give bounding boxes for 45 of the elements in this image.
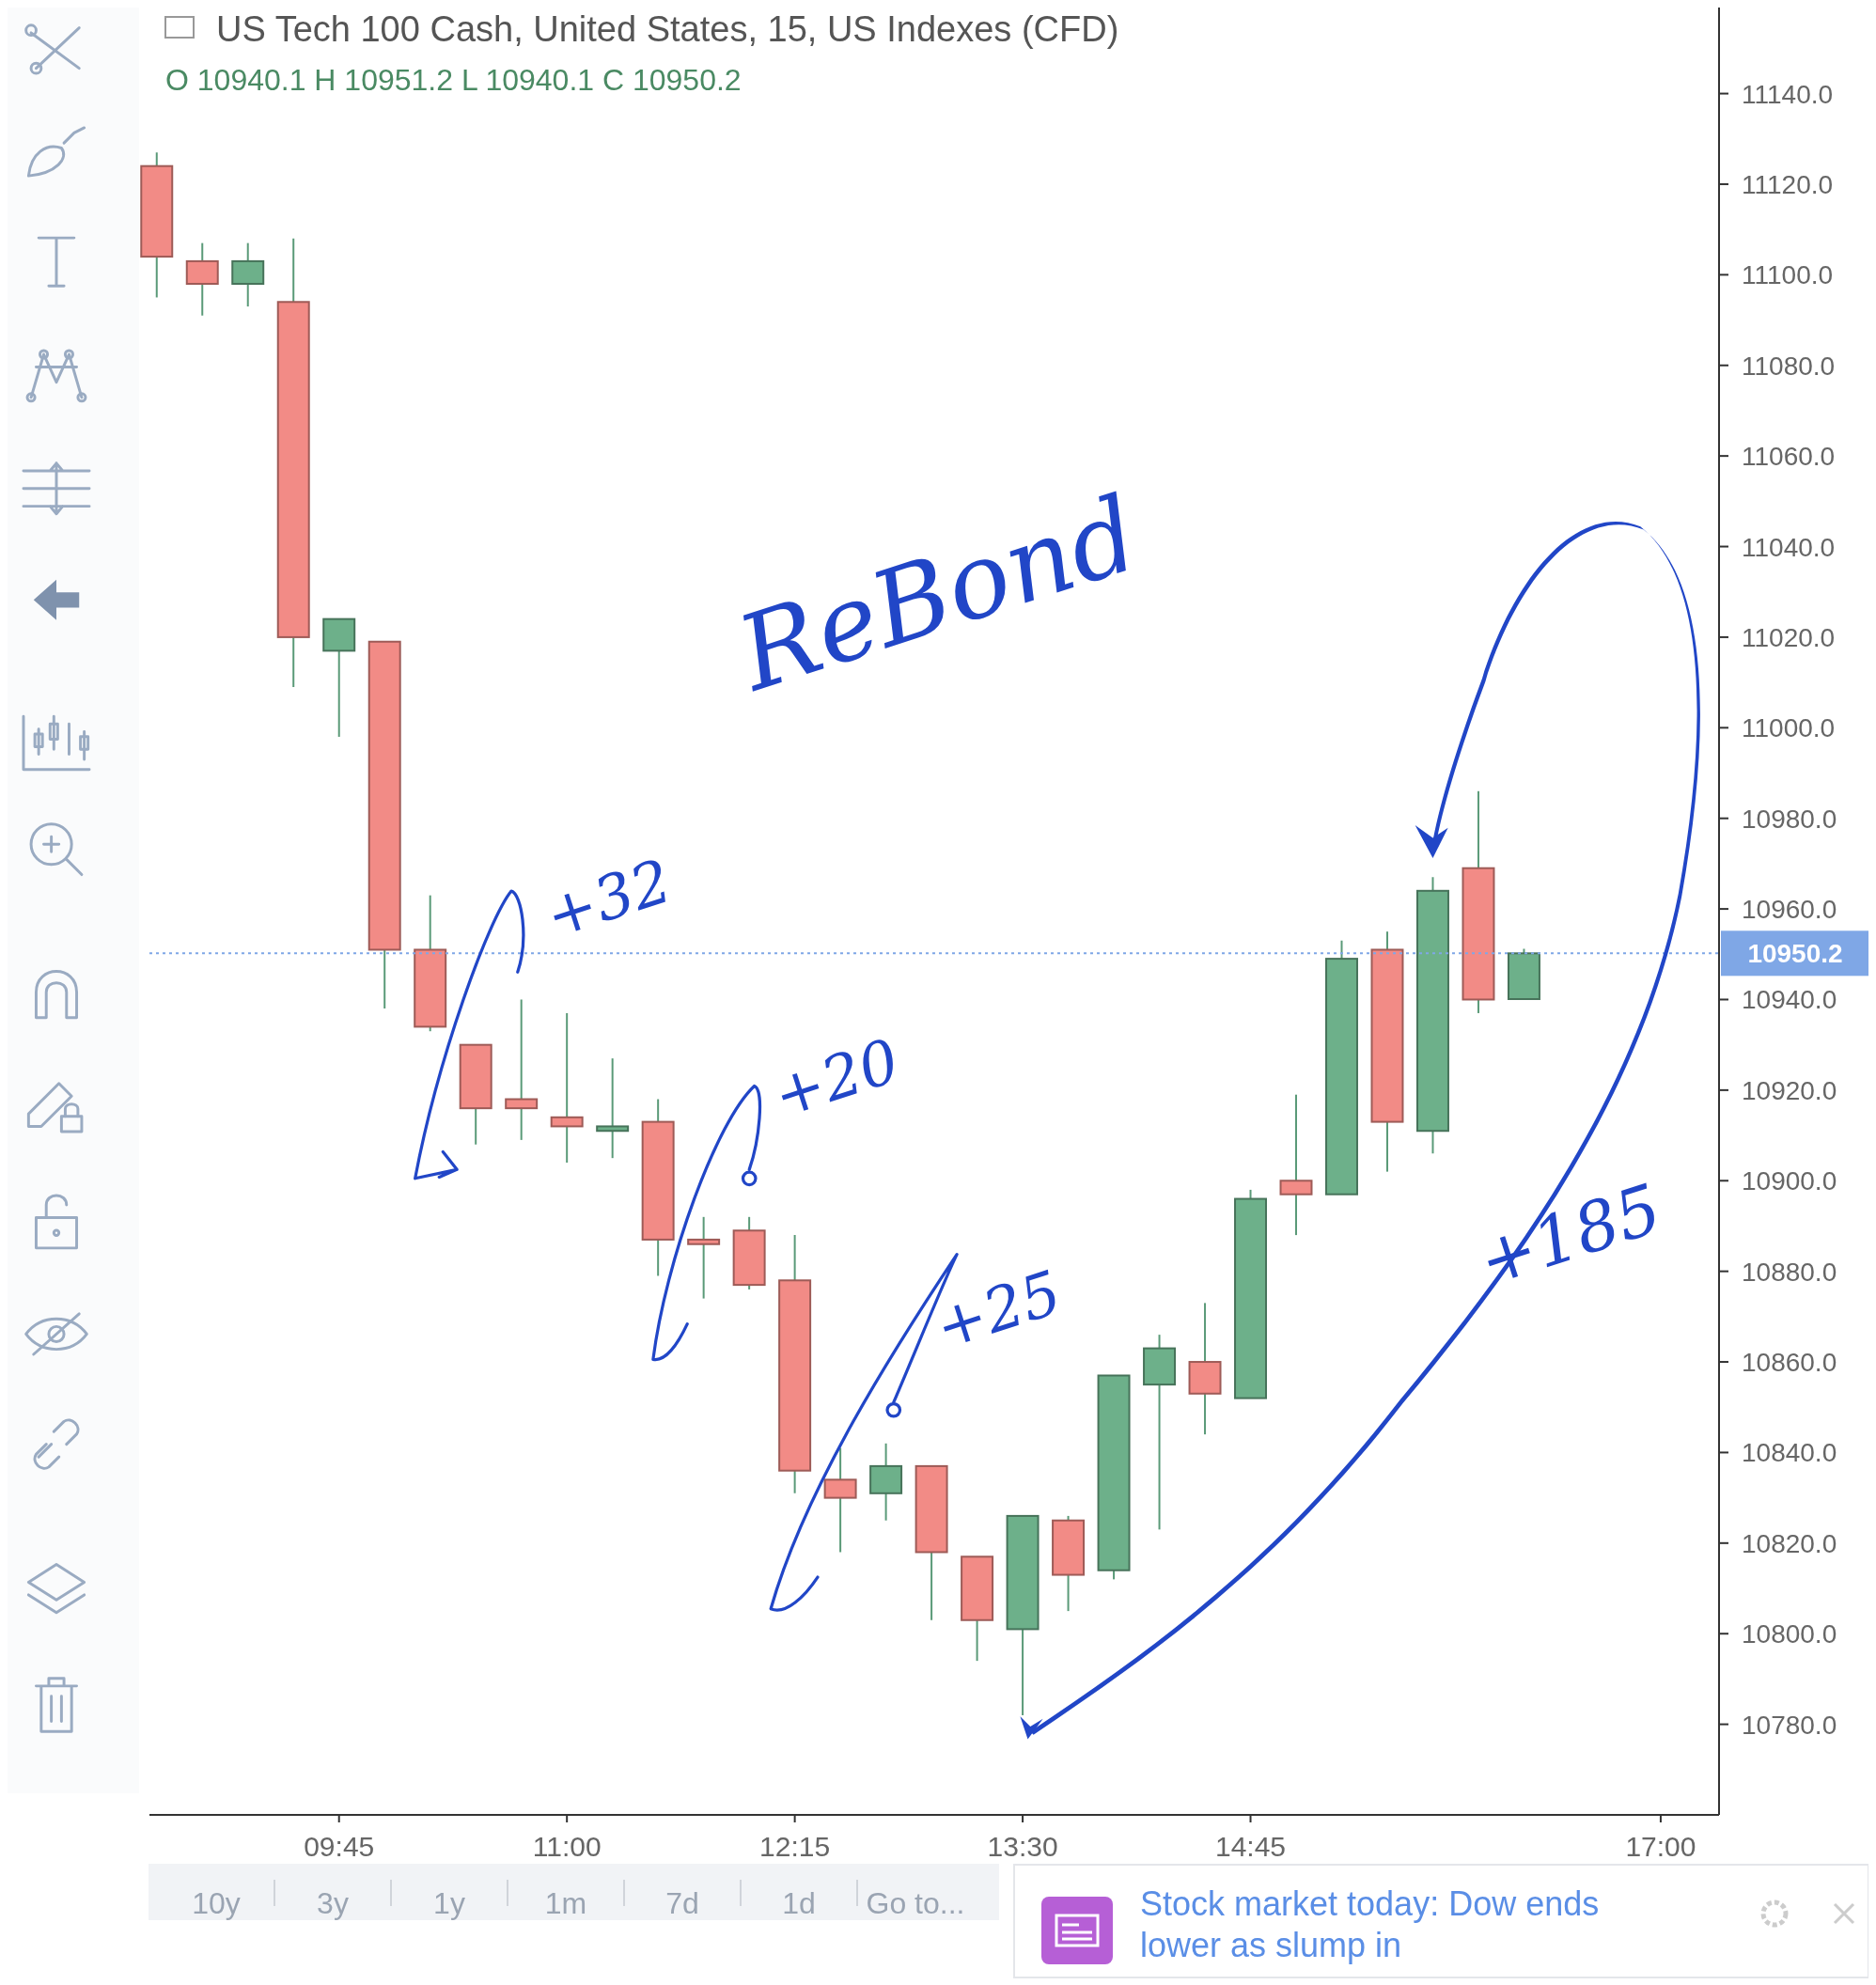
y-tick-label: 11080.0 [1742, 351, 1836, 381]
text: 10y [192, 1886, 241, 1920]
y-tick-label: 10920.0 [1742, 1075, 1837, 1105]
y-tick-label: 10840.0 [1742, 1438, 1837, 1468]
y-tick-label: 11000.0 [1742, 713, 1836, 743]
text: 1m [544, 1886, 587, 1920]
annotation: +185 [1469, 1168, 1671, 1302]
y-tick-label: 11120.0 [1742, 169, 1834, 199]
annotation: +20 [765, 1025, 908, 1132]
candlestick [596, 1057, 630, 1160]
y-tick-label: 11100.0 [1742, 260, 1834, 290]
y-tick-label: 10940.0 [1742, 985, 1837, 1015]
text: Stock market today: Dow ends lower as slump in [1140, 1884, 1600, 1964]
y-tick-label: 10880.0 [1742, 1257, 1837, 1287]
x-tick-label: 13:30 [987, 1831, 1058, 1862]
chart-title: US Tech 100 Cash, United States, 15, US Indexes (CFD) [216, 9, 1119, 49]
y-tick-label: 10860.0 [1742, 1348, 1837, 1378]
y-tick-label: 11020.0 [1742, 622, 1836, 652]
text: 1d [782, 1886, 816, 1920]
ref-line-label: 10950.2 [1747, 939, 1843, 969]
candlestick [505, 998, 539, 1141]
y-tick-label: 10960.0 [1742, 895, 1837, 925]
text: Go to... [866, 1886, 965, 1920]
y-tick-label: 10800.0 [1742, 1619, 1837, 1649]
x-tick-label: 14:45 [1214, 1831, 1287, 1862]
candlestick [687, 1215, 721, 1300]
text: 3y [317, 1886, 349, 1920]
y-tick-label: 10980.0 [1742, 804, 1837, 834]
x-tick-label: 11:00 [532, 1831, 602, 1862]
x-tick-label: 17:00 [1625, 1831, 1696, 1862]
x-tick-label: 09:45 [304, 1831, 375, 1862]
text: 7d [665, 1886, 699, 1920]
candlestick [550, 1011, 584, 1164]
y-tick-label: 11060.0 [1742, 442, 1836, 472]
y-tick-label: 11040.0 [1742, 532, 1836, 562]
y-tick-label: 10820.0 [1742, 1528, 1837, 1558]
annotation: +32 [537, 846, 680, 952]
x-tick-label: 12:15 [759, 1831, 831, 1862]
y-tick-label: 10780.0 [1742, 1710, 1837, 1740]
y-tick-label: 10900.0 [1742, 1166, 1837, 1196]
text: 1y [433, 1886, 465, 1920]
annotation: +25 [927, 1257, 1070, 1363]
y-tick-label: 11140.0 [1742, 79, 1834, 109]
candlestick [1279, 1093, 1313, 1237]
text: O 10940.1 H 10951.2 L 10940.1 C 10950.2 [165, 63, 742, 97]
